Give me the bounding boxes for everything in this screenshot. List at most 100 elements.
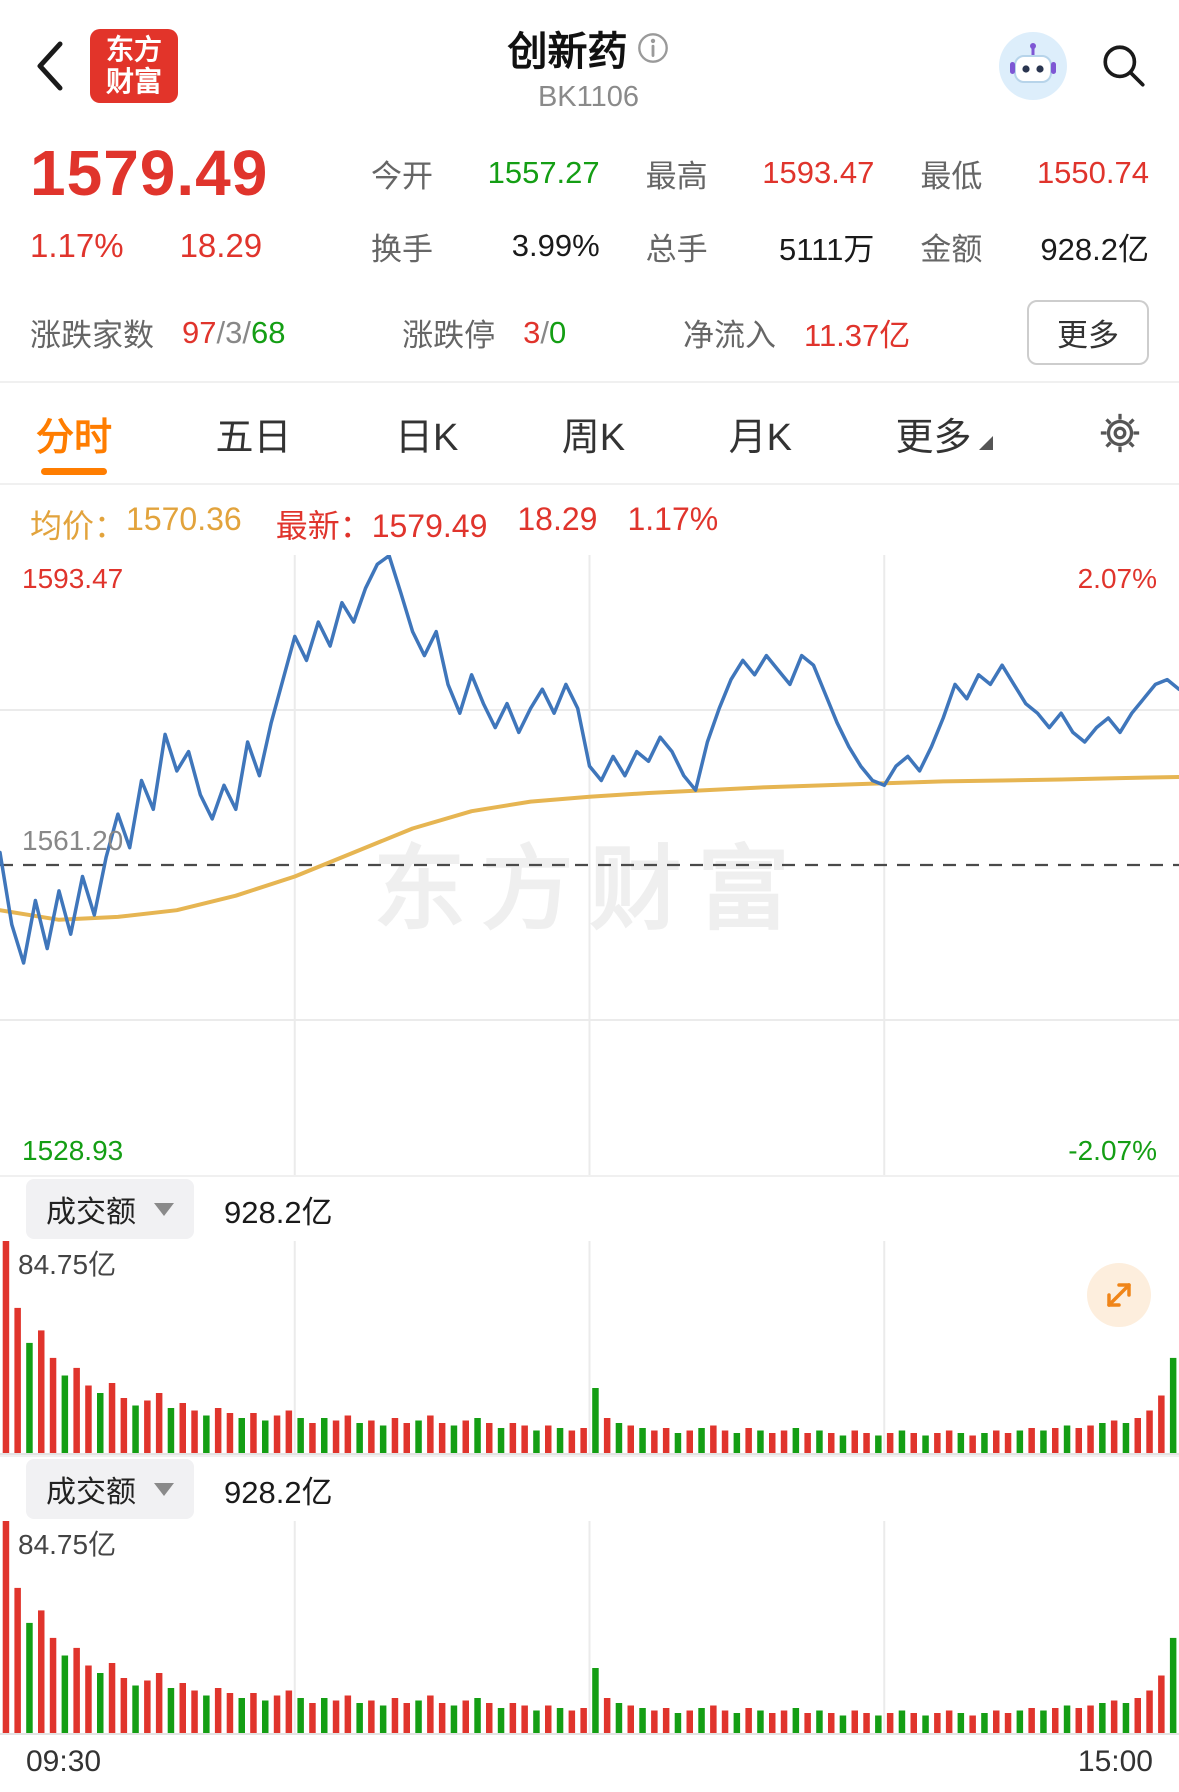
price-chart-svg bbox=[0, 555, 1179, 1175]
latest-value: 1579.49 bbox=[371, 508, 488, 544]
limit-down-count: 0 bbox=[549, 314, 567, 350]
net-inflow-label: 净流入 bbox=[683, 318, 776, 353]
tab-label: 五日 bbox=[215, 416, 292, 459]
stat-value: 928.2亿 bbox=[1040, 231, 1149, 267]
volume-type-selector[interactable]: 成交额 bbox=[26, 1179, 194, 1239]
volume-chart-svg bbox=[2, 1521, 1177, 1733]
assistant-avatar[interactable] bbox=[999, 32, 1067, 100]
tab-label: 分时 bbox=[36, 416, 113, 459]
search-icon bbox=[1103, 45, 1145, 87]
stat-value: 5111万 bbox=[778, 231, 875, 267]
net-inflow: 净流入 11.37亿 bbox=[683, 310, 910, 355]
label-low: 1528.93 bbox=[22, 1135, 124, 1166]
chart-tab-bar: 分时 五日 日K 周K 月K 更多 bbox=[0, 381, 1179, 485]
stat-value: 1557.27 bbox=[487, 155, 600, 190]
volume-chart[interactable]: 84.75亿 bbox=[0, 1241, 1179, 1455]
volume-bars bbox=[2, 1241, 1177, 1453]
volume-header: 成交额 928.2亿 bbox=[0, 1175, 1179, 1241]
page-title: 创新药 bbox=[507, 29, 628, 74]
stat-turnover-rate: 换手 3.99% bbox=[371, 224, 600, 269]
price-series bbox=[0, 555, 1179, 965]
logo-line2: 财富 bbox=[105, 66, 162, 97]
chart-legend: 均价： 1570.36 最新：1579.49 18.29 1.17% bbox=[0, 485, 1179, 555]
chart-grid bbox=[293, 1521, 886, 1733]
volume-bars bbox=[2, 1521, 1177, 1733]
stat-high: 最高 1593.47 bbox=[646, 151, 875, 196]
latest-percent: 1.17% bbox=[627, 501, 719, 537]
eastmoney-logo: 东方 财富 bbox=[90, 29, 178, 103]
avg-value: 1570.36 bbox=[126, 501, 242, 537]
volume-max-label: 84.75亿 bbox=[18, 1249, 117, 1280]
change-value: 18.29 bbox=[179, 227, 263, 264]
tab-five-day[interactable]: 五日 bbox=[215, 383, 291, 483]
stat-open: 今开 1557.27 bbox=[371, 151, 600, 196]
info-icon[interactable] bbox=[636, 31, 670, 65]
stat-label: 金额 bbox=[920, 231, 983, 267]
volume-chart-svg bbox=[2, 1241, 1177, 1453]
advancers-count: 97 bbox=[182, 314, 217, 350]
tab-minute[interactable]: 分时 bbox=[36, 383, 112, 483]
tab-label: 周K bbox=[561, 416, 626, 459]
advance-decline: 涨跌家数 97/3/68 bbox=[30, 310, 285, 355]
tab-monthly-k[interactable]: 月K bbox=[729, 383, 792, 483]
expand-button[interactable] bbox=[1087, 1263, 1151, 1327]
page-title-row: 创新药 bbox=[508, 19, 670, 77]
latest-label: 最新： bbox=[275, 508, 372, 544]
quote-summary: 1579.49 今开 1557.27 最高 1593.47 最低 1550.74… bbox=[0, 132, 1179, 381]
legend-latest-price: 最新：1579.49 18.29 1.17% bbox=[276, 501, 719, 547]
stat-label: 总手 bbox=[645, 231, 708, 267]
stock-code: BK1106 bbox=[537, 80, 640, 113]
price-change: 1.17% 18.29 bbox=[30, 227, 325, 265]
more-button[interactable]: 更多 bbox=[1026, 300, 1149, 365]
settings-button[interactable] bbox=[1097, 410, 1143, 456]
label-high: 1593.47 bbox=[22, 563, 124, 594]
net-inflow-value: 11.37亿 bbox=[804, 318, 911, 353]
robot-avatar-icon bbox=[999, 32, 1067, 100]
stat-value: 1593.47 bbox=[762, 155, 875, 190]
label-high-percent: 2.07% bbox=[1077, 563, 1157, 594]
avg-label: 均价： bbox=[30, 508, 127, 544]
limit-up-count: 3 bbox=[523, 314, 541, 350]
volume-max-label: 84.75亿 bbox=[18, 1529, 117, 1560]
tab-label: 更多 bbox=[895, 416, 972, 459]
decliners-count: 68 bbox=[250, 314, 286, 350]
chart-grid bbox=[293, 1241, 886, 1453]
time-axis: 09:30 15:00 bbox=[0, 1735, 1179, 1789]
volume-total: 928.2亿 bbox=[224, 1474, 333, 1510]
chart-watermark: 东方财富 bbox=[373, 839, 806, 942]
tab-label: 日K bbox=[394, 416, 459, 459]
change-percent: 1.17% bbox=[30, 227, 124, 264]
time-start: 09:30 bbox=[26, 1745, 102, 1778]
search-button[interactable] bbox=[1099, 41, 1149, 91]
stat-value: 3.99% bbox=[511, 228, 600, 263]
header: 东方 财富 创新药 BK1106 bbox=[0, 0, 1179, 132]
volume-chart[interactable]: 84.75亿 bbox=[0, 1521, 1179, 1735]
active-tab-underline bbox=[41, 468, 107, 475]
chart-grid bbox=[0, 555, 1179, 1175]
gear-icon bbox=[1100, 413, 1140, 453]
stat-amount: 金额 928.2亿 bbox=[920, 224, 1149, 269]
stat-volume: 总手 5111万 bbox=[646, 224, 875, 269]
volume-header: 成交额 928.2亿 bbox=[0, 1455, 1179, 1521]
unchanged-count: 3 bbox=[225, 314, 243, 350]
minute-chart[interactable]: 东方财富 1593.47 2.07% 1561.20 1528.93 -2.07… bbox=[0, 555, 1179, 1175]
volume-type-selector[interactable]: 成交额 bbox=[26, 1459, 194, 1519]
tab-more[interactable]: 更多 bbox=[895, 383, 994, 483]
back-button[interactable] bbox=[30, 36, 70, 96]
tab-weekly-k[interactable]: 周K bbox=[562, 383, 625, 483]
separator: / bbox=[216, 314, 226, 350]
current-price: 1579.49 bbox=[30, 137, 269, 209]
stat-label: 最低 bbox=[920, 158, 983, 194]
stat-value: 1550.74 bbox=[1036, 155, 1149, 190]
stat-label: 最高 bbox=[645, 158, 708, 194]
label-prev-close: 1561.20 bbox=[22, 825, 124, 856]
tab-daily-k[interactable]: 日K bbox=[395, 383, 458, 483]
stat-label: 换手 bbox=[371, 231, 433, 267]
latest-pair: 最新：1579.49 bbox=[276, 501, 488, 547]
limit-label: 涨跌停 bbox=[402, 318, 496, 353]
corner-triangle-icon bbox=[979, 436, 994, 450]
latest-change: 18.29 bbox=[517, 501, 598, 537]
separator: / bbox=[242, 314, 251, 350]
separator: / bbox=[540, 314, 550, 350]
